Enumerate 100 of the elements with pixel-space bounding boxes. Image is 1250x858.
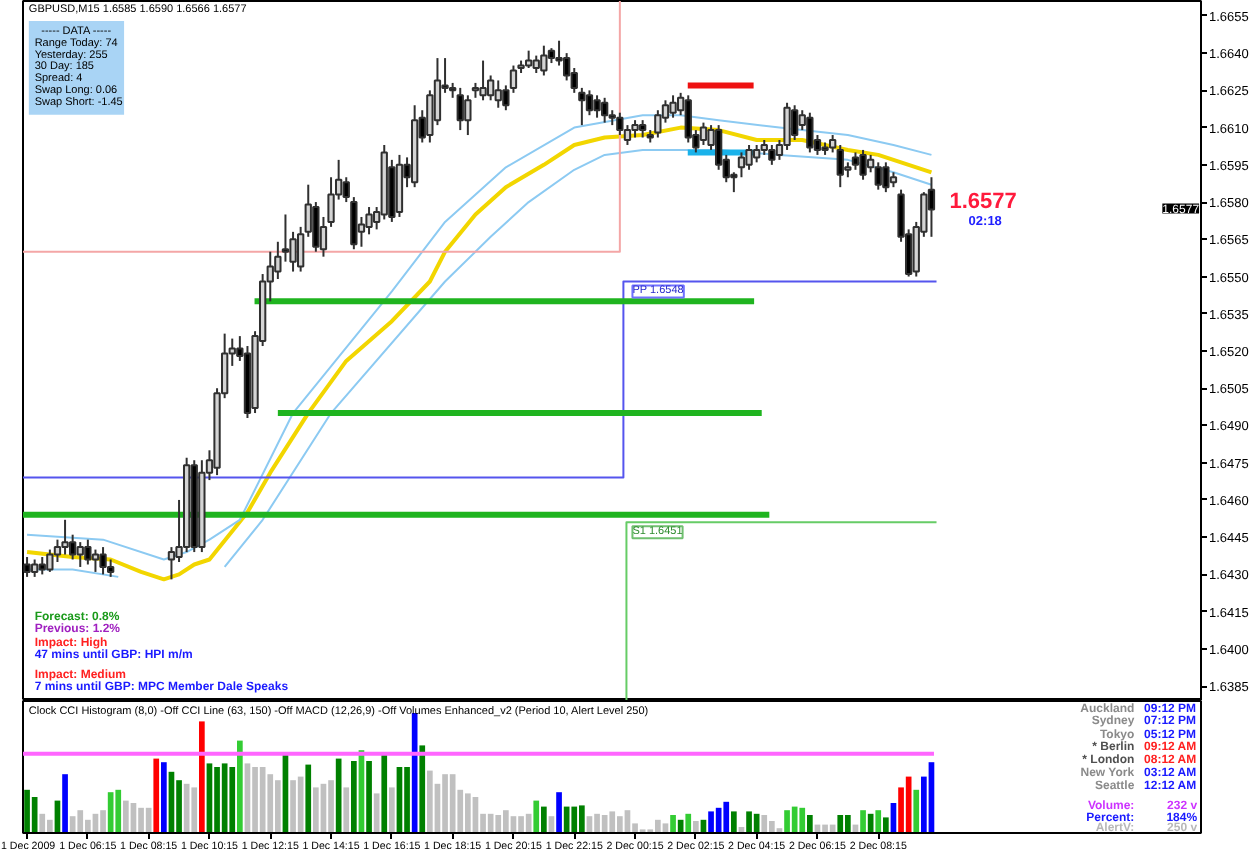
bar xyxy=(601,815,608,833)
bar xyxy=(297,776,304,833)
bar xyxy=(411,713,418,833)
bar xyxy=(442,774,448,833)
bar xyxy=(404,767,410,833)
bar xyxy=(503,810,509,833)
candlestick xyxy=(669,94,677,119)
bar xyxy=(183,783,190,833)
bar xyxy=(685,813,692,833)
candlestick xyxy=(479,59,487,102)
bar xyxy=(609,811,616,833)
bar xyxy=(47,819,53,833)
bar xyxy=(145,807,152,833)
candlestick xyxy=(91,548,100,573)
bar xyxy=(161,762,167,833)
bar xyxy=(541,806,547,833)
candlestick xyxy=(768,143,776,166)
candlestick xyxy=(737,151,746,179)
bar xyxy=(191,787,198,833)
bar xyxy=(571,806,578,833)
candlestick xyxy=(99,546,107,576)
bar xyxy=(214,767,220,833)
bar xyxy=(487,813,494,833)
bar xyxy=(837,815,844,833)
bar xyxy=(845,815,851,833)
bar xyxy=(290,780,296,833)
bar xyxy=(731,811,737,833)
bar xyxy=(875,810,882,833)
bar xyxy=(525,813,532,833)
candlestick xyxy=(395,153,404,218)
bar xyxy=(275,780,281,833)
bar xyxy=(305,764,312,833)
bar xyxy=(799,807,806,833)
bar xyxy=(465,793,471,833)
bar xyxy=(449,774,456,833)
bar xyxy=(427,770,433,833)
candlestick xyxy=(616,111,624,137)
bar xyxy=(115,789,122,833)
candlestick xyxy=(859,148,867,181)
bar xyxy=(69,816,76,833)
candlestick xyxy=(578,86,586,127)
bar xyxy=(655,819,661,833)
bar xyxy=(229,767,236,833)
bar xyxy=(100,810,106,833)
candlestick xyxy=(61,518,69,556)
bar xyxy=(176,780,182,833)
bar xyxy=(77,810,84,833)
candlestick xyxy=(456,86,464,132)
bar xyxy=(328,780,334,833)
annotation: 1.6577 xyxy=(949,189,1017,214)
bar xyxy=(807,815,813,833)
bar xyxy=(594,813,600,833)
bar xyxy=(617,816,623,833)
bar xyxy=(883,817,889,833)
candlestick xyxy=(882,161,890,194)
candlestick xyxy=(874,161,882,191)
bar xyxy=(419,745,426,833)
bar xyxy=(693,821,699,833)
bar xyxy=(389,787,395,833)
bar xyxy=(123,800,129,833)
bar xyxy=(366,761,372,833)
candlestick xyxy=(76,541,84,568)
bar xyxy=(259,767,266,833)
bar xyxy=(670,815,676,833)
bar xyxy=(252,767,258,833)
candlestick xyxy=(593,94,601,119)
candlestick xyxy=(540,44,548,77)
bar xyxy=(784,810,790,833)
bar xyxy=(753,813,760,833)
candlestick xyxy=(806,111,814,154)
bar xyxy=(351,761,357,833)
candlestick xyxy=(745,143,753,171)
candlestick xyxy=(836,143,844,189)
candlestick xyxy=(84,538,92,566)
bar xyxy=(677,819,684,833)
bar xyxy=(381,753,388,833)
bar xyxy=(373,793,380,833)
bar xyxy=(746,811,752,833)
bar xyxy=(24,789,30,833)
candlestick xyxy=(927,176,936,238)
bar xyxy=(913,789,920,833)
candlestick xyxy=(464,94,472,137)
candlestick xyxy=(600,96,609,124)
bar xyxy=(905,776,912,833)
candlestick xyxy=(46,548,54,573)
bar xyxy=(556,792,562,833)
bar xyxy=(867,813,874,833)
bar xyxy=(39,813,46,833)
bar xyxy=(31,797,38,833)
bar xyxy=(563,806,570,833)
bar xyxy=(579,805,585,833)
bar xyxy=(313,787,319,833)
bar xyxy=(533,800,540,833)
bar xyxy=(343,787,350,833)
bar xyxy=(518,816,524,833)
bar xyxy=(769,821,775,833)
bar xyxy=(153,758,160,833)
bar xyxy=(62,774,68,833)
bar xyxy=(860,810,866,833)
candlestick xyxy=(790,104,799,142)
